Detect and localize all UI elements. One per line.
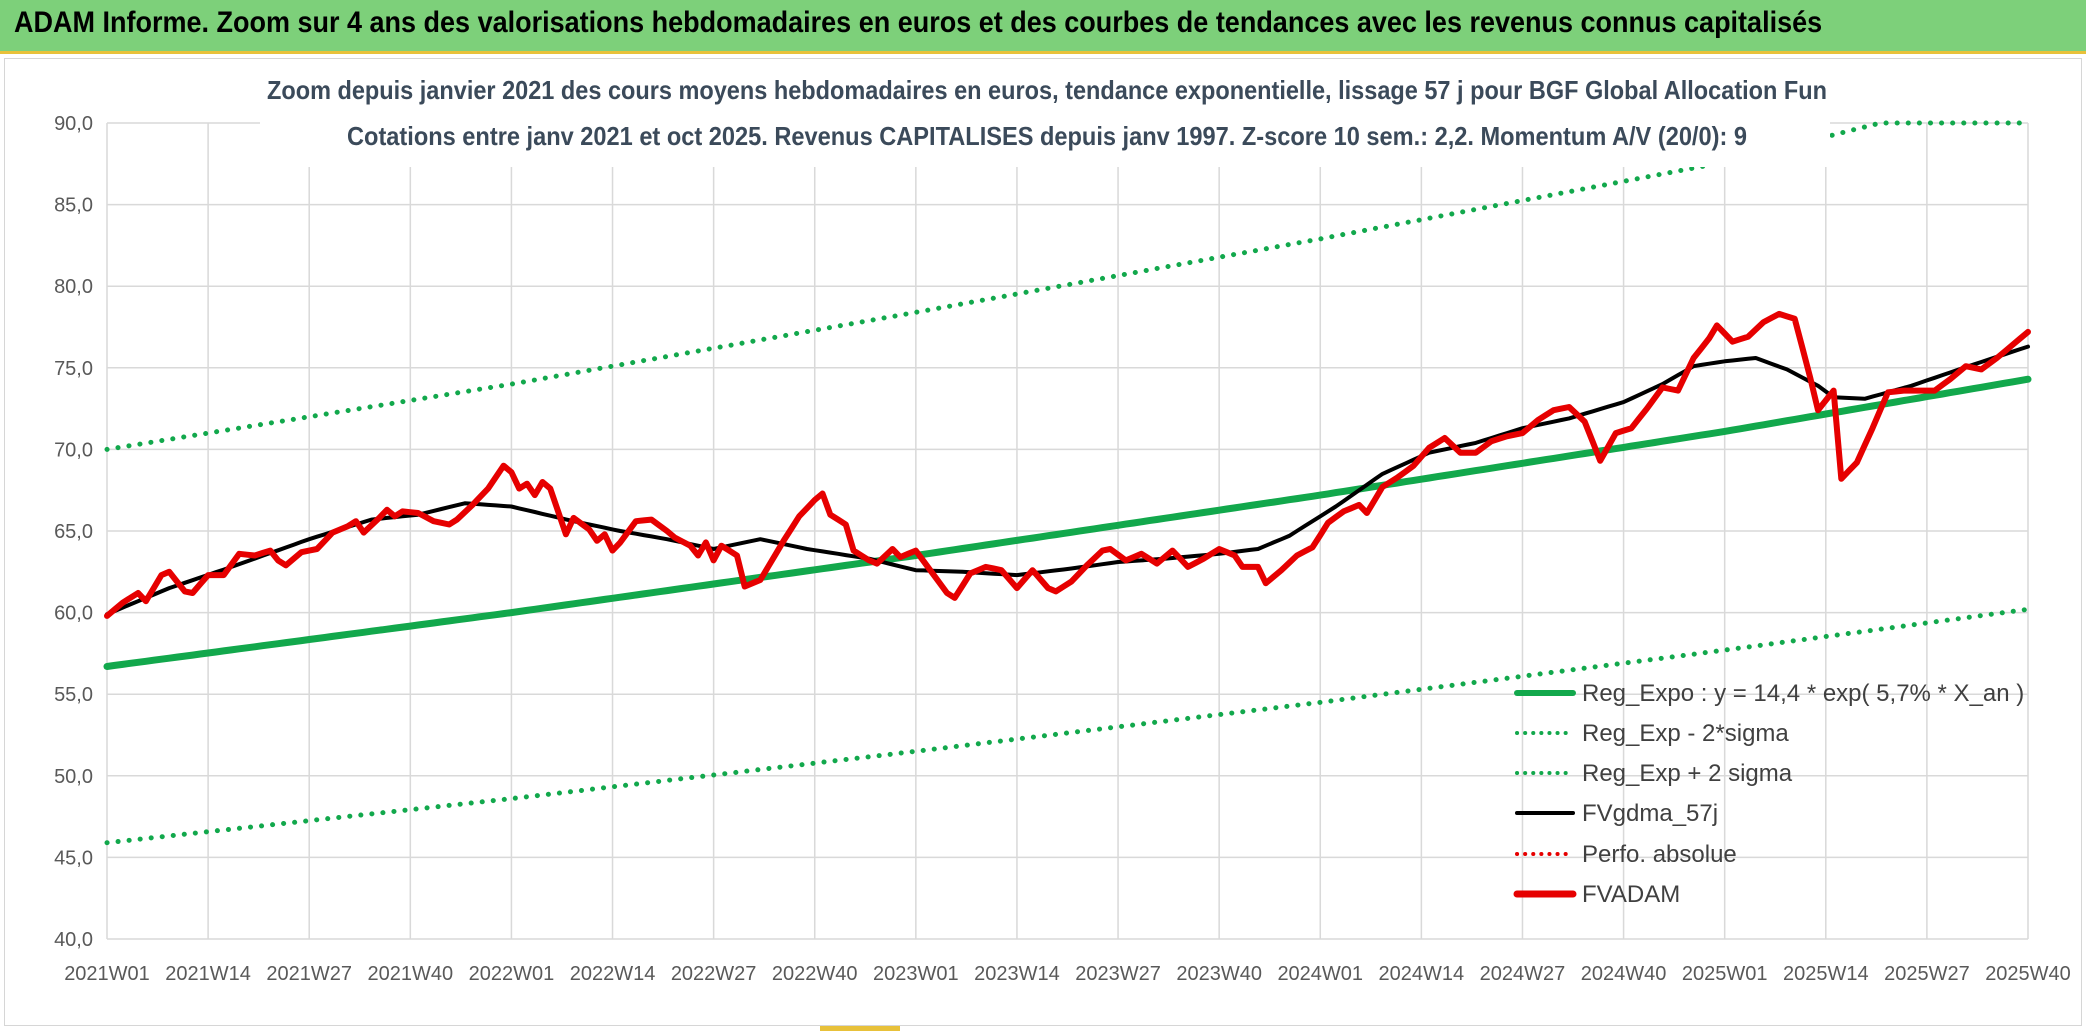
- x-tick-label: 2022W40: [772, 963, 858, 985]
- x-tick-label: 2023W40: [1176, 963, 1262, 985]
- legend-label: Reg_Exp + 2 sigma: [1582, 760, 1793, 787]
- chart-title-line-2: Cotations entre janv 2021 et oct 2025. R…: [347, 121, 1747, 151]
- y-tick-label: 60,0: [54, 603, 93, 625]
- x-tick-label: 2024W40: [1581, 963, 1667, 985]
- x-tick-label: 2021W01: [64, 963, 150, 985]
- x-tick-label: 2022W14: [570, 963, 656, 985]
- y-tick-label: 90,0: [54, 113, 93, 135]
- series-line-reg-minus-2sigma: [104, 606, 2031, 846]
- y-tick-label: 45,0: [54, 847, 93, 869]
- x-tick-label: 2022W01: [469, 963, 555, 985]
- x-tick-label: 2025W27: [1884, 963, 1970, 985]
- footer-accent: [820, 1026, 900, 1031]
- y-tick-label: 70,0: [54, 439, 93, 461]
- chart-title-line-1: Zoom depuis janvier 2021 des cours moyen…: [267, 75, 1827, 105]
- x-tick-label: 2021W27: [266, 963, 352, 985]
- y-tick-label: 80,0: [54, 276, 93, 298]
- chart-area: 40,0 45,0 50,0 55,0 60,0 65,0 70,0 75,0 80,0 85,0…: [4, 58, 2082, 1026]
- x-tick-label: 2025W40: [1985, 963, 2071, 985]
- y-tick-label: 40,0: [54, 929, 93, 951]
- header-bar: ADAM Informe. Zoom sur 4 ans des valoris…: [0, 0, 2086, 54]
- x-tick-label: 2024W01: [1277, 963, 1363, 985]
- legend-label: FVgdma_57j: [1582, 800, 1718, 827]
- x-tick-label: 2024W27: [1480, 963, 1566, 985]
- x-tick-label: 2024W14: [1379, 963, 1465, 985]
- x-tick-label: 2023W01: [873, 963, 959, 985]
- x-tick-label: 2021W40: [368, 963, 454, 985]
- x-tick-label: 2025W01: [1682, 963, 1768, 985]
- legend-label: Perfo. absolue: [1582, 841, 1737, 868]
- y-tick-label: 50,0: [54, 766, 93, 788]
- x-tick-label: 2023W27: [1075, 963, 1161, 985]
- series-line-reg-plus-2sigma: [104, 120, 2031, 452]
- page-title: ADAM Informe. Zoom sur 4 ans des valoris…: [14, 6, 1823, 39]
- y-tick-label: 75,0: [54, 358, 93, 380]
- legend-label: Reg_Exp - 2*sigma: [1582, 720, 1789, 747]
- series-line-fvadam: [104, 310, 2031, 619]
- legend-label: Reg_Expo : y = 14,4 * exp( 5,7% * X_an ): [1582, 680, 2024, 707]
- series-line-reg-expo: [103, 375, 2032, 670]
- y-tick-label: 55,0: [54, 684, 93, 706]
- legend-label: FVADAM: [1582, 881, 1680, 908]
- x-tick-label: 2021W14: [165, 963, 251, 985]
- x-tick-label: 2023W14: [974, 963, 1060, 985]
- x-tick-label: 2022W27: [671, 963, 757, 985]
- y-tick-label: 65,0: [54, 521, 93, 543]
- series-line-fvgdma-57j: [105, 344, 2030, 617]
- chart-svg: 40,0 45,0 50,0 55,0 60,0 65,0 70,0 75,0 80,0 85,0…: [54, 61, 2071, 985]
- x-tick-label: 2025W14: [1783, 963, 1869, 985]
- title-background: [260, 61, 1830, 167]
- y-tick-label: 85,0: [54, 195, 93, 217]
